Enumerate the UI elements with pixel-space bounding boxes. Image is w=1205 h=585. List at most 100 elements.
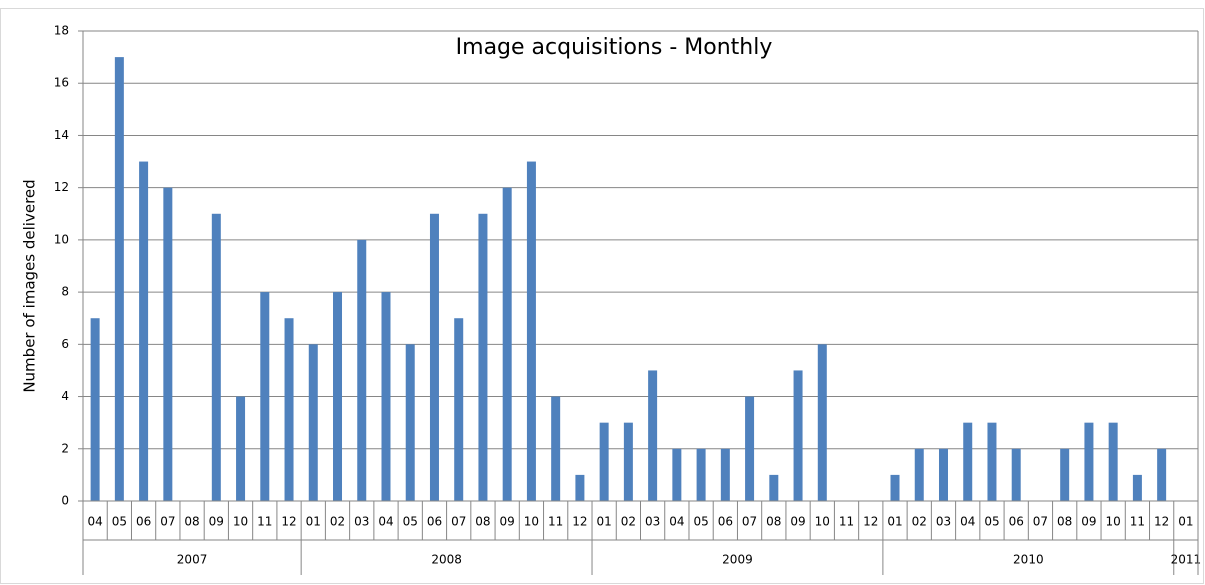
x-tick-label: 09 [1081, 515, 1096, 529]
bar [284, 318, 294, 501]
x-tick-label: 03 [936, 515, 951, 529]
bar [163, 187, 173, 501]
x-tick-label: 06 [136, 515, 151, 529]
y-axis-label: Number of images delivered [21, 179, 39, 392]
x-tick-label: 07 [160, 515, 175, 529]
x-tick-label: 06 [718, 515, 733, 529]
bar [1157, 448, 1167, 501]
bar [1132, 474, 1142, 501]
x-tick-label: 10 [1106, 515, 1121, 529]
x-group-label: 2010 [1013, 553, 1044, 567]
bar [357, 239, 367, 501]
bar [575, 474, 585, 501]
x-tick-label: 09 [209, 515, 224, 529]
x-tick-label: 01 [887, 515, 902, 529]
bar [599, 422, 609, 501]
x-tick-label: 08 [184, 515, 199, 529]
bar [987, 422, 997, 501]
x-tick-label: 07 [1033, 515, 1048, 529]
x-tick-label: 07 [742, 515, 757, 529]
bar [260, 292, 270, 501]
bar [502, 187, 512, 501]
bar [236, 396, 246, 501]
x-tick-label: 06 [1009, 515, 1024, 529]
x-tick-label: 12 [572, 515, 587, 529]
x-tick-label: 05 [112, 515, 127, 529]
x-tick-label: 05 [693, 515, 708, 529]
y-tick-label: 10 [54, 232, 69, 246]
x-tick-label: 01 [597, 515, 612, 529]
x-tick-label: 05 [403, 515, 418, 529]
bar [211, 213, 221, 501]
x-tick-label: 07 [451, 515, 466, 529]
x-tick-label: 02 [330, 515, 345, 529]
bar [648, 370, 658, 501]
bar [1108, 422, 1118, 501]
bar [963, 422, 973, 501]
bar [720, 448, 730, 501]
x-tick-label: 02 [621, 515, 636, 529]
bar [817, 344, 827, 501]
x-group-label: 2009 [722, 553, 753, 567]
x-tick-label: 12 [1154, 515, 1169, 529]
bar [745, 396, 755, 501]
bar [405, 344, 415, 501]
bar [551, 396, 561, 501]
y-tick-label: 16 [54, 76, 69, 90]
bar [429, 213, 439, 501]
x-tick-label: 09 [500, 515, 515, 529]
x-tick-label: 03 [645, 515, 660, 529]
chart-title: Image acquisitions - Monthly [456, 35, 773, 60]
x-tick-label: 10 [233, 515, 248, 529]
x-tick-label: 03 [354, 515, 369, 529]
bar [938, 448, 948, 501]
y-tick-label: 12 [54, 180, 69, 194]
bar [381, 292, 391, 501]
bar [139, 161, 149, 502]
x-tick-label: 05 [984, 515, 999, 529]
x-tick-label: 04 [960, 515, 975, 529]
x-tick-label: 12 [863, 515, 878, 529]
y-tick-label: 0 [61, 494, 69, 508]
x-tick-label: 10 [815, 515, 830, 529]
x-tick-label: 11 [839, 515, 854, 529]
bar [914, 448, 924, 501]
x-tick-label: 04 [87, 515, 102, 529]
bar [90, 318, 100, 501]
bar [769, 474, 779, 501]
y-tick-label: 2 [61, 441, 69, 455]
bar [333, 292, 343, 501]
x-tick-label: 11 [548, 515, 563, 529]
x-tick-label: 11 [1130, 515, 1145, 529]
bar [890, 474, 900, 501]
bar [1011, 448, 1021, 501]
x-tick-label: 11 [257, 515, 272, 529]
bar [454, 318, 464, 501]
x-group-label: 2011 [1171, 553, 1202, 567]
x-tick-label: 01 [306, 515, 321, 529]
x-group-label: 2008 [431, 553, 462, 567]
x-tick-label: 08 [475, 515, 490, 529]
x-tick-label: 02 [912, 515, 927, 529]
x-tick-label: 01 [1178, 515, 1193, 529]
bar [672, 448, 682, 501]
x-tick-label: 08 [766, 515, 781, 529]
bar [1060, 448, 1070, 501]
bar [1084, 422, 1094, 501]
y-tick-label: 8 [61, 285, 69, 299]
bar [114, 57, 124, 501]
bar [478, 213, 488, 501]
y-tick-label: 14 [54, 128, 69, 142]
y-tick-label: 18 [54, 24, 69, 38]
x-tick-label: 10 [524, 515, 539, 529]
x-tick-label: 04 [378, 515, 393, 529]
bar [526, 161, 536, 502]
bar [308, 344, 318, 501]
x-tick-label: 04 [669, 515, 684, 529]
bar [793, 370, 803, 501]
x-group-label: 2007 [177, 553, 208, 567]
bar [696, 448, 706, 501]
x-tick-label: 08 [1057, 515, 1072, 529]
x-tick-label: 12 [281, 515, 296, 529]
